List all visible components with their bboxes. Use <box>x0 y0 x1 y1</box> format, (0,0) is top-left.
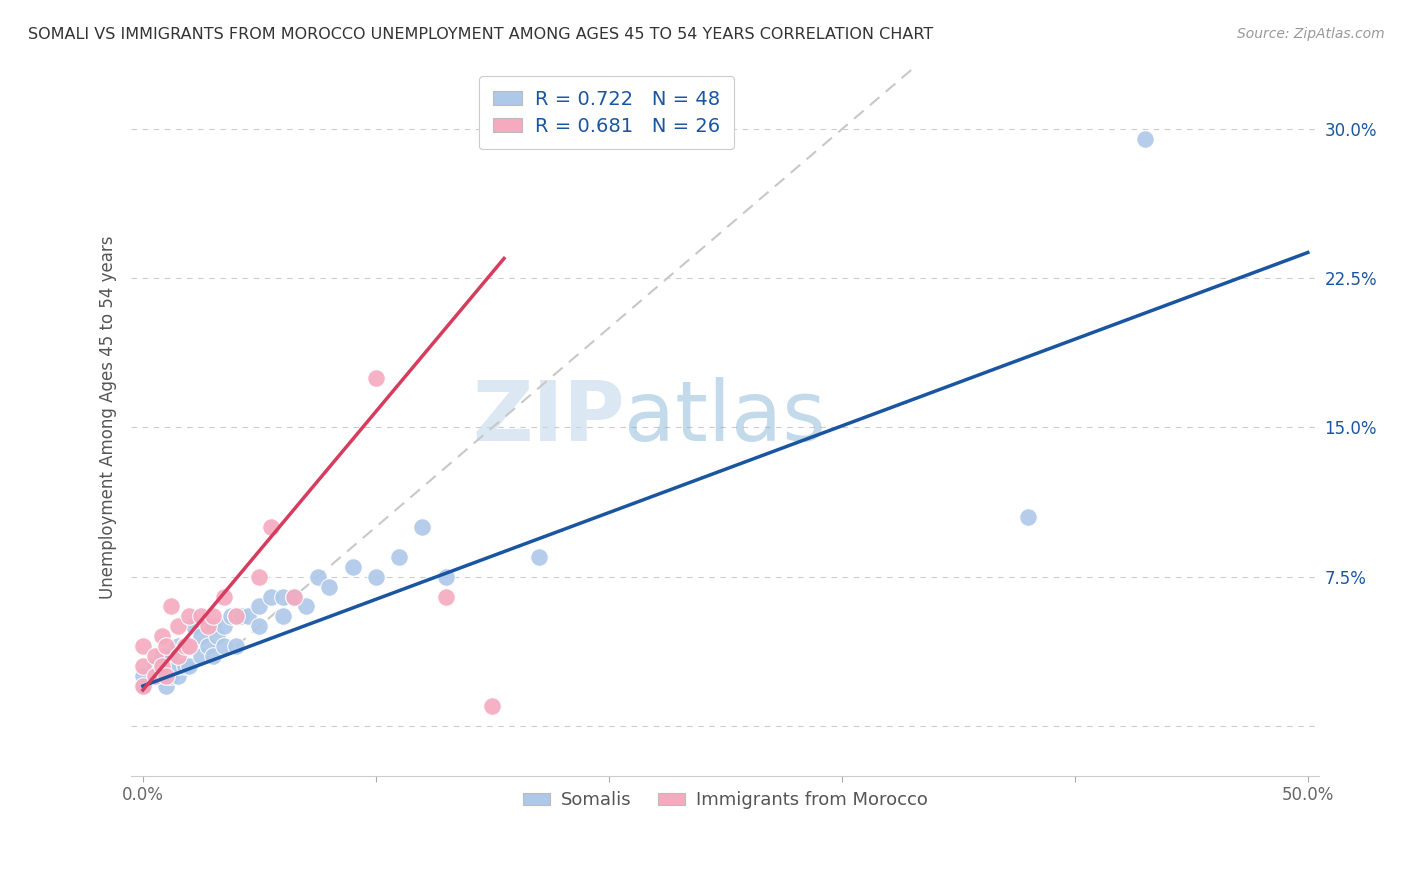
Point <box>183 619 205 633</box>
Point <box>1017 510 1039 524</box>
Point <box>527 549 550 564</box>
Point <box>364 569 387 583</box>
Point <box>201 609 224 624</box>
Point <box>434 590 457 604</box>
Point <box>143 649 166 664</box>
Point <box>190 629 212 643</box>
Text: Source: ZipAtlas.com: Source: ZipAtlas.com <box>1237 27 1385 41</box>
Text: SOMALI VS IMMIGRANTS FROM MOROCCO UNEMPLOYMENT AMONG AGES 45 TO 54 YEARS CORRELA: SOMALI VS IMMIGRANTS FROM MOROCCO UNEMPL… <box>28 27 934 42</box>
Point <box>388 549 411 564</box>
Point <box>155 659 177 673</box>
Legend: Somalis, Immigrants from Morocco: Somalis, Immigrants from Morocco <box>516 784 935 816</box>
Point <box>179 659 201 673</box>
Point <box>307 569 329 583</box>
Point <box>143 669 166 683</box>
Point <box>283 590 305 604</box>
Point <box>271 590 294 604</box>
Point <box>260 590 283 604</box>
Point <box>207 629 229 643</box>
Point <box>155 669 177 683</box>
Point <box>150 659 173 673</box>
Point <box>143 669 166 683</box>
Point <box>201 649 224 664</box>
Point <box>173 659 195 673</box>
Point <box>132 659 155 673</box>
Point <box>229 609 252 624</box>
Point <box>179 609 201 624</box>
Text: atlas: atlas <box>624 377 827 458</box>
Point <box>132 679 155 693</box>
Point <box>190 609 212 624</box>
Point <box>155 639 177 653</box>
Point <box>283 590 305 604</box>
Point <box>247 569 270 583</box>
Point <box>434 569 457 583</box>
Point <box>236 609 259 624</box>
Point <box>342 559 364 574</box>
Point <box>160 599 183 614</box>
Point <box>179 639 201 653</box>
Point <box>1133 132 1156 146</box>
Point <box>166 669 188 683</box>
Point <box>166 639 188 653</box>
Point <box>295 599 318 614</box>
Point <box>225 639 247 653</box>
Point <box>247 599 270 614</box>
Point <box>132 669 155 683</box>
Point <box>197 619 219 633</box>
Point <box>364 371 387 385</box>
Point <box>173 639 195 653</box>
Point <box>150 629 173 643</box>
Point <box>260 520 283 534</box>
Point <box>166 619 188 633</box>
Point <box>150 649 173 664</box>
Point <box>155 679 177 693</box>
Point <box>190 649 212 664</box>
Point <box>150 659 173 673</box>
Point <box>166 659 188 673</box>
Point <box>143 659 166 673</box>
Point <box>221 609 243 624</box>
Point <box>166 649 188 664</box>
Point <box>481 698 503 713</box>
Point <box>271 609 294 624</box>
Point <box>247 619 270 633</box>
Point <box>160 649 183 664</box>
Point <box>318 580 340 594</box>
Point <box>214 619 236 633</box>
Point <box>179 639 201 653</box>
Point <box>132 679 155 693</box>
Y-axis label: Unemployment Among Ages 45 to 54 years: Unemployment Among Ages 45 to 54 years <box>100 235 117 599</box>
Point <box>411 520 433 534</box>
Point <box>197 639 219 653</box>
Point <box>225 609 247 624</box>
Text: ZIP: ZIP <box>472 377 624 458</box>
Point <box>214 639 236 653</box>
Point <box>132 639 155 653</box>
Point <box>201 619 224 633</box>
Point <box>160 669 183 683</box>
Point <box>214 590 236 604</box>
Point <box>225 609 247 624</box>
Point <box>173 639 195 653</box>
